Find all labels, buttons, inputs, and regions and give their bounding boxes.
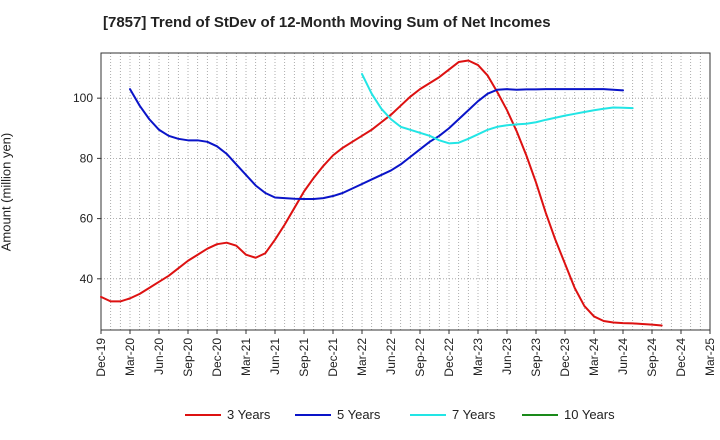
legend-label: 7 Years — [452, 407, 496, 422]
x-tick-label: Dec-23 — [558, 338, 572, 377]
legend-label: 3 Years — [227, 407, 271, 422]
x-tick-label: Mar-21 — [239, 338, 253, 376]
legend: 3 Years 5 Years 7 Years 10 Years — [0, 404, 720, 426]
x-tick-label: Dec-24 — [674, 338, 688, 377]
y-tick-label: 60 — [80, 212, 94, 226]
series-lines — [100, 59, 663, 327]
x-tick-label: Mar-20 — [123, 338, 137, 376]
x-tick-label: Mar-22 — [355, 338, 369, 376]
legend-swatch — [522, 414, 558, 416]
line-chart: 40 60 80 100 Dec-19 Mar-20 Jun-20 Sep-20 Dec-20… — [73, 52, 717, 377]
legend-swatch — [295, 414, 331, 416]
legend-label: 5 Years — [337, 407, 381, 422]
plot-area-frame — [100, 52, 711, 331]
x-axis-ticks: Dec-19 Mar-20 Jun-20 Sep-20 Dec-20 Mar-21 Jun-… — [94, 330, 717, 377]
y-tick-label: 100 — [73, 91, 93, 105]
x-tick-label: Sep-24 — [645, 338, 659, 377]
x-tick-label: Dec-19 — [94, 338, 108, 377]
gridlines — [101, 53, 710, 330]
legend-swatch — [185, 414, 221, 416]
x-tick-label: Jun-23 — [500, 338, 514, 375]
x-tick-label: Mar-25 — [703, 338, 717, 376]
y-axis-ticks: 40 60 80 100 — [73, 91, 101, 286]
y-tick-label: 80 — [80, 151, 94, 165]
y-axis-label: Amount (million yen) — [0, 132, 14, 252]
x-tick-label: Dec-20 — [210, 338, 224, 377]
legend-swatch — [410, 414, 446, 416]
series-line-3-years — [100, 59, 663, 327]
x-tick-label: Mar-24 — [587, 338, 601, 376]
y-axis-label-wrap: Amount (million yen) — [0, 133, 26, 252]
x-tick-label: Jun-20 — [152, 338, 166, 375]
x-tick-label: Sep-21 — [297, 338, 311, 377]
x-tick-label: Sep-22 — [413, 338, 427, 377]
x-tick-label: Jun-24 — [616, 338, 630, 375]
x-tick-label: Sep-20 — [181, 338, 195, 377]
x-tick-label: Jun-22 — [384, 338, 398, 375]
x-tick-label: Dec-21 — [326, 338, 340, 377]
x-tick-label: Jun-21 — [268, 338, 282, 375]
series-line-5-years — [129, 88, 624, 201]
series-line-7-years — [361, 73, 634, 145]
y-tick-label: 40 — [80, 272, 94, 286]
x-tick-label: Mar-23 — [471, 338, 485, 376]
x-tick-label: Dec-22 — [442, 338, 456, 377]
x-tick-label: Sep-23 — [529, 338, 543, 377]
chart-title: [7857] Trend of StDev of 12-Month Moving… — [103, 14, 551, 31]
legend-label: 10 Years — [564, 407, 615, 422]
